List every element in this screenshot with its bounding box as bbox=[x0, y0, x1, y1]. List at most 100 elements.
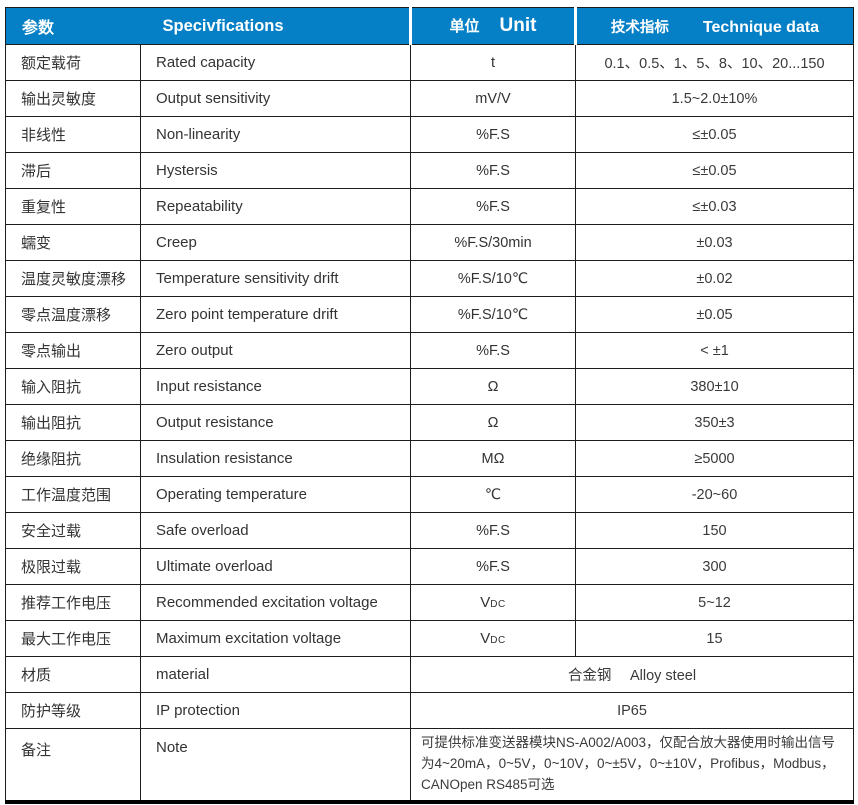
param-name-en: Maximum excitation voltage bbox=[140, 620, 411, 657]
param-name-cn: 最大工作电压 bbox=[5, 620, 141, 657]
unit-cell: %F.S/10℃ bbox=[410, 260, 576, 297]
param-name-en: Zero point temperature drift bbox=[140, 296, 411, 333]
table-row: 输出阻抗 Output resistance Ω 350±3 bbox=[5, 404, 854, 441]
param-name-cn: 温度灵敏度漂移 bbox=[5, 260, 141, 297]
param-name-cn: 极限过载 bbox=[5, 548, 141, 585]
param-name-cn: 推荐工作电压 bbox=[5, 584, 141, 621]
table-row-merged: 备注 Note 可提供标准变送器模块NS-A002/A003，仅配合放大器使用时输出… bbox=[5, 727, 854, 803]
table-row: 零点温度漂移 Zero point temperature drift %F.S/1… bbox=[5, 296, 854, 333]
unit-subscript: DC bbox=[490, 635, 506, 646]
value-cell: -20~60 bbox=[575, 476, 854, 513]
header-unit: 单位 Unit bbox=[409, 7, 576, 45]
param-name-cn: 安全过载 bbox=[5, 512, 141, 549]
unit-subscript: DC bbox=[490, 599, 506, 610]
value-cell: ≤±0.05 bbox=[575, 116, 854, 153]
param-name-cn: 绝缘阻抗 bbox=[5, 440, 141, 477]
value-cell: 5~12 bbox=[575, 584, 854, 621]
param-name-en: material bbox=[140, 656, 411, 693]
param-name-en: Creep bbox=[140, 224, 411, 261]
param-name-en: Output resistance bbox=[140, 404, 411, 441]
param-name-cn: 输出灵敏度 bbox=[5, 80, 141, 117]
value-cell: 0.1、0.5、1、5、8、10、20...150 bbox=[575, 44, 854, 81]
param-name-cn: 额定载荷 bbox=[5, 44, 141, 81]
unit-cell: %F.S bbox=[410, 512, 576, 549]
header-technique-data: 技术指标 Technique data bbox=[574, 7, 854, 45]
table-body: 额定载荷 Rated capacity t 0.1、0.5、1、5、8、10、20..… bbox=[5, 44, 854, 803]
unit-cell: ℃ bbox=[410, 476, 576, 513]
unit-cell: %F.S bbox=[410, 548, 576, 585]
param-name-cn: 零点输出 bbox=[5, 332, 141, 369]
unit-cell: %F.S bbox=[410, 116, 576, 153]
param-name-cn: 输入阻抗 bbox=[5, 368, 141, 405]
value-cell-merged: IP65 bbox=[410, 692, 854, 729]
table-row: 零点输出 Zero output %F.S < ±1 bbox=[5, 332, 854, 369]
param-name-en: IP protection bbox=[140, 692, 411, 729]
param-name-en: Insulation resistance bbox=[140, 440, 411, 477]
table-row: 额定载荷 Rated capacity t 0.1、0.5、1、5、8、10、20..… bbox=[5, 44, 854, 81]
table-row: 输出灵敏度 Output sensitivity mV/V 1.5~2.0±10% bbox=[5, 80, 854, 117]
param-name-en: Operating temperature bbox=[140, 476, 411, 513]
table-row: 非线性 Non-linearity %F.S ≤±0.05 bbox=[5, 116, 854, 153]
value-cell: 350±3 bbox=[575, 404, 854, 441]
header-unit-cn-label: 单位 bbox=[449, 18, 480, 35]
param-name-cn: 工作温度范围 bbox=[5, 476, 141, 513]
unit-cell: MΩ bbox=[410, 440, 576, 477]
unit-cell: VDC bbox=[410, 620, 576, 657]
value-cell: ≤±0.05 bbox=[575, 152, 854, 189]
unit-cell: %F.S bbox=[410, 332, 576, 369]
param-name-en: Recommended excitation voltage bbox=[140, 584, 411, 621]
table-row: 最大工作电压 Maximum excitation voltage VDC 15 bbox=[5, 620, 854, 657]
param-name-en: Temperature sensitivity drift bbox=[140, 260, 411, 297]
header-unit-en-label: Unit bbox=[499, 15, 537, 36]
header-specifications: Specivfications bbox=[140, 7, 411, 45]
unit-main: V bbox=[480, 594, 491, 611]
header-param-cn: 参数 bbox=[5, 7, 141, 45]
table-row: 极限过载 Ultimate overload %F.S 300 bbox=[5, 548, 854, 585]
param-name-en: Input resistance bbox=[140, 368, 411, 405]
value-cell: 380±10 bbox=[575, 368, 854, 405]
header-param-cn-label: 参数 bbox=[22, 20, 55, 37]
param-name-en: Zero output bbox=[140, 332, 411, 369]
param-name-cn: 非线性 bbox=[5, 116, 141, 153]
unit-cell: Ω bbox=[410, 368, 576, 405]
table-row: 绝缘阻抗 Insulation resistance MΩ ≥5000 bbox=[5, 440, 854, 477]
value-cell: < ±1 bbox=[575, 332, 854, 369]
value-cell: ≥5000 bbox=[575, 440, 854, 477]
value-cell: ±0.02 bbox=[575, 260, 854, 297]
table-row: 安全过载 Safe overload %F.S 150 bbox=[5, 512, 854, 549]
param-name-cn: 输出阻抗 bbox=[5, 404, 141, 441]
param-name-en: Output sensitivity bbox=[140, 80, 411, 117]
table-header: 参数 Specivfications 单位 Unit 技术指标 Technique … bbox=[5, 7, 854, 45]
table-row: 推荐工作电压 Recommended excitation voltage VDC 5… bbox=[5, 584, 854, 621]
value-cell-merged: 可提供标准变送器模块NS-A002/A003，仅配合放大器使用时输出信号为4~2… bbox=[410, 727, 854, 803]
param-name-cn: 防护等级 bbox=[5, 692, 141, 729]
value-cell: ±0.03 bbox=[575, 224, 854, 261]
param-name-cn: 备注 bbox=[5, 727, 141, 803]
unit-cell: Ω bbox=[410, 404, 576, 441]
header-data-en-label: Technique data bbox=[702, 18, 820, 36]
table-row: 温度灵敏度漂移 Temperature sensitivity drift %F.S… bbox=[5, 260, 854, 297]
table-row: 滞后 Hystersis %F.S ≤±0.05 bbox=[5, 152, 854, 189]
unit-cell: %F.S bbox=[410, 152, 576, 189]
header-data-cn-label: 技术指标 bbox=[610, 19, 669, 36]
specification-table: 参数 Specivfications 单位 Unit 技术指标 Technique … bbox=[5, 7, 854, 804]
value-cell-merged: 合金钢 Alloy steel bbox=[410, 656, 854, 693]
param-name-en: Hystersis bbox=[140, 152, 411, 189]
unit-cell: %F.S/10℃ bbox=[410, 296, 576, 333]
unit-cell: %F.S/30min bbox=[410, 224, 576, 261]
param-name-en: Rated capacity bbox=[140, 44, 411, 81]
param-name-cn: 重复性 bbox=[5, 188, 141, 225]
unit-cell: mV/V bbox=[410, 80, 576, 117]
unit-cell: t bbox=[410, 44, 576, 81]
table-row-merged: 材质 material 合金钢 Alloy steel bbox=[5, 656, 854, 693]
value-cell: 15 bbox=[575, 620, 854, 657]
param-name-en: Note bbox=[140, 727, 411, 803]
param-name-en: Ultimate overload bbox=[140, 548, 411, 585]
param-name-cn: 滞后 bbox=[5, 152, 141, 189]
param-name-cn: 蠕变 bbox=[5, 224, 141, 261]
unit-cell: VDC bbox=[410, 584, 576, 621]
table-row: 工作温度范围 Operating temperature ℃ -20~60 bbox=[5, 476, 854, 513]
value-cell: 1.5~2.0±10% bbox=[575, 80, 854, 117]
unit-cell: %F.S bbox=[410, 188, 576, 225]
